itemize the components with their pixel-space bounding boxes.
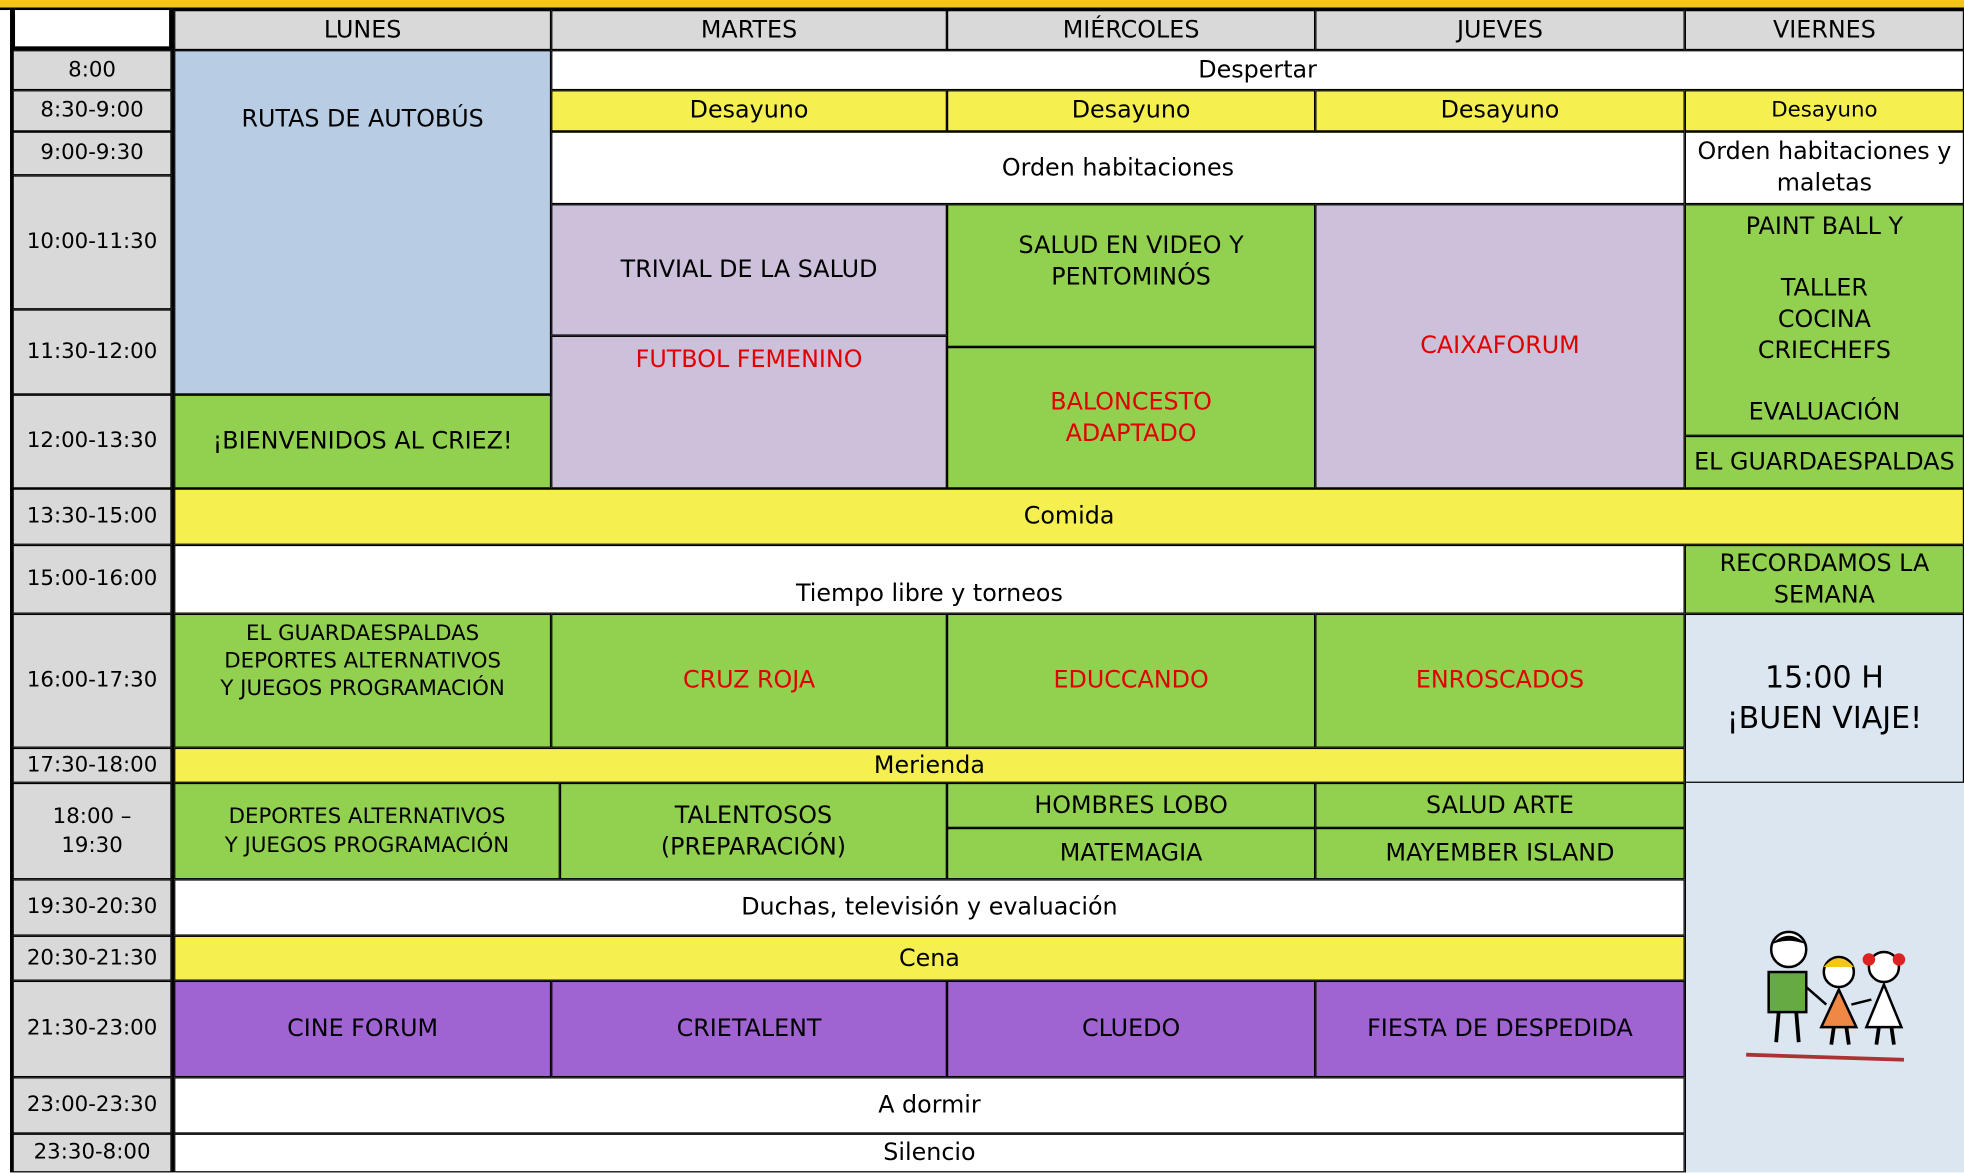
activity-cell: Duchas, televisión y evaluación [174,879,1685,936]
day-header: MIÉRCOLES [946,10,1316,51]
activity-cell: RUTAS DE AUTOBÚS [174,50,552,395]
activity-cell: Orden habitaciones y maletas [1684,131,1964,205]
activity-cell: Silencio [174,1133,1685,1173]
activity-cell: DEPORTES ALTERNATIVOS Y JUEGOS PROGRAMAC… [174,782,560,880]
time-cell: 19:30-20:30 [12,879,172,936]
activity-cell: CLUEDO [946,980,1316,1078]
activity-cell: MATEMAGIA [946,827,1316,880]
time-cell: 18:00 – 19:30 [12,782,172,880]
activity-cell: EL GUARDAESPALDAS DEPORTES ALTERNATIVOS … [174,613,552,748]
time-cell: 13:30-15:00 [12,488,172,545]
activity-cell: RECORDAMOS LA SEMANA [1684,544,1964,614]
activity-cell: FUTBOL FEMENINO [551,335,947,489]
activity-cell: Desayuno [946,90,1316,132]
activity-cell: CRIETALENT [551,980,947,1078]
time-cell: 23:30-8:00 [12,1133,172,1173]
activity-cell: 15:00 H ¡BUEN VIAJE! [1684,613,1964,783]
time-cell: 9:00-9:30 [12,131,172,176]
activity-cell: CAIXAFORUM [1315,204,1685,489]
activity-cell: Desayuno [551,90,947,132]
activity-cell: Cena [174,935,1685,981]
activity-cell: BALONCESTO ADAPTADO [946,346,1316,489]
time-cell: 17:30-18:00 [12,747,172,783]
time-cell: 8:00 [12,50,172,91]
activity-cell: A dormir [174,1077,1685,1134]
activity-cell: EL GUARDAESPALDAS [1684,435,1964,489]
day-header: JUEVES [1315,10,1685,51]
time-cell: 23:00-23:30 [12,1077,172,1134]
activity-cell: Tiempo libre y torneos [174,544,1685,614]
activity-cell: SALUD EN VIDEO Y PENTOMINÓS [946,204,1316,347]
activity-cell: Desayuno [1684,90,1964,132]
time-cell: 21:30-23:00 [12,980,172,1078]
activity-cell: MAYEMBER ISLAND [1315,827,1685,880]
time-cell: 8:30-9:00 [12,90,172,132]
day-header: MARTES [551,10,947,51]
activity-cell: Orden habitaciones [551,131,1685,205]
activity-cell: CINE FORUM [174,980,552,1078]
activity-cell: TALENTOSOS (PREPARACIÓN) [559,782,947,880]
activity-cell: ENROSCADOS [1315,613,1685,748]
activity-cell: FIESTA DE DESPEDIDA [1315,980,1685,1078]
activity-cell: ¡BIENVENIDOS AL CRIEZ! [174,394,552,489]
activity-cell: HOMBRES LOBO [946,782,1316,828]
time-cell: 16:00-17:30 [12,613,172,748]
time-cell: 10:00-11:30 [12,175,172,310]
time-cell: 15:00-16:00 [12,544,172,614]
activity-cell: Merienda [174,747,1685,783]
time-cell: 20:30-21:30 [12,935,172,981]
activity-cell: SALUD ARTE [1315,782,1685,828]
activity-cell: EDUCCANDO [946,613,1316,748]
top-bar [0,0,1964,11]
activity-cell: PAINT BALL Y TALLER COCINA CRIECHEFS EVA… [1684,204,1964,436]
activity-cell: CRUZ ROJA [551,613,947,748]
activity-cell: Desayuno [1315,90,1685,132]
time-cell: 11:30-12:00 [12,309,172,395]
activity-cell: Comida [174,488,1964,545]
time-cell: 12:00-13:30 [12,394,172,489]
activity-cell: TRIVIAL DE LA SALUD [551,204,947,336]
activity-cell: Despertar [551,50,1964,91]
day-header: LUNES [174,10,552,51]
day-header: VIERNES [1684,10,1964,51]
kids-illustration [1746,930,1906,1062]
